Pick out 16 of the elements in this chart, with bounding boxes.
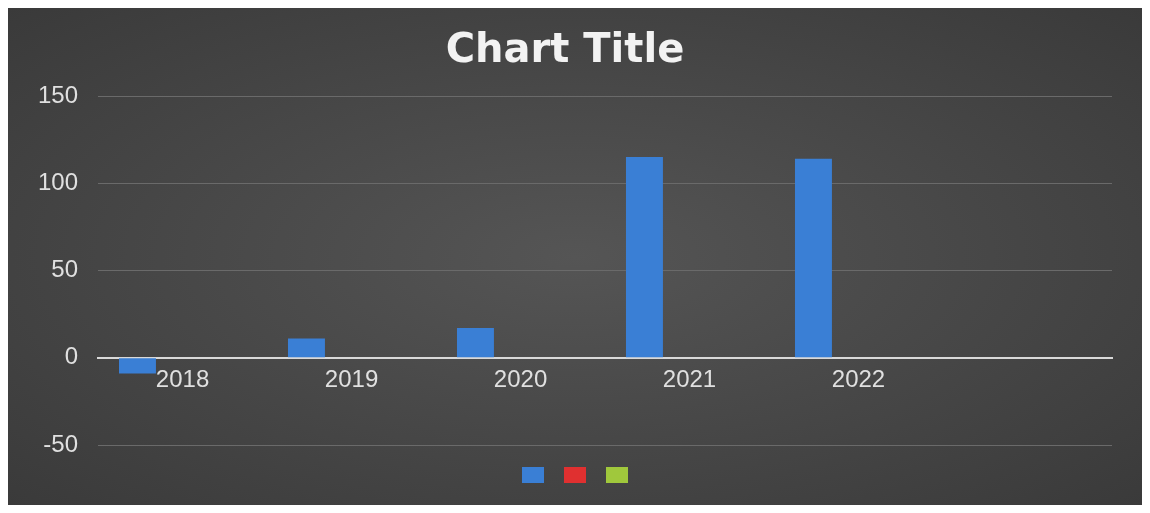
bar <box>456 328 494 358</box>
x-tick-label: 2019 <box>324 364 379 392</box>
x-tick-label: 2018 <box>155 364 210 392</box>
y-tick-label: -50 <box>43 429 79 457</box>
bar <box>119 358 156 374</box>
y-tick-label: 150 <box>38 80 79 108</box>
bar <box>287 338 325 358</box>
chart-title: Chart Title <box>445 25 685 72</box>
x-tick-label: 2020 <box>493 364 548 392</box>
x-tick-label: 2021 <box>662 364 717 392</box>
y-tick-label: 100 <box>38 167 79 195</box>
bar <box>794 158 832 358</box>
y-tick-label: 0 <box>64 342 79 370</box>
bar <box>625 157 663 358</box>
y-tick-label: 50 <box>51 255 79 283</box>
x-tick-label: 2022 <box>831 364 886 392</box>
